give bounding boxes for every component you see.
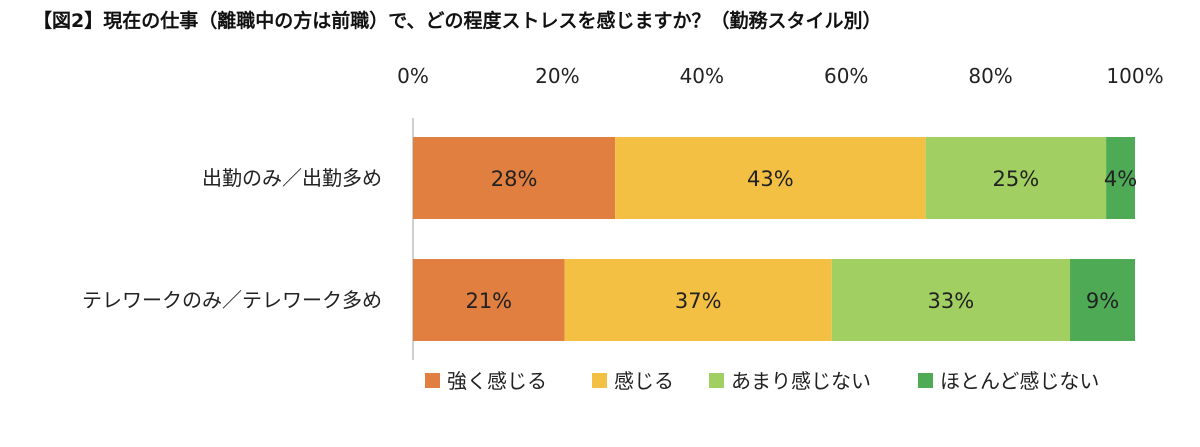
data-labels: 28% 43% 25% 4% 21% 37% 33% 9% <box>465 167 1137 313</box>
legend-label: 感じる <box>614 369 674 393</box>
legend: 強く感じる 感じる あまり感じない ほとんど感じない <box>425 369 1099 393</box>
chart-title: 【図2】現在の仕事（離職中の方は前職）で、どの程度ストレスを感じますか？（勤務ス… <box>33 10 882 32</box>
data-label: 21% <box>465 289 512 313</box>
data-label: 43% <box>747 167 794 191</box>
x-tick-label: 40% <box>680 64 724 88</box>
bar-segment <box>925 137 1107 219</box>
bar-segment <box>831 259 1071 341</box>
data-label: 9% <box>1086 289 1119 313</box>
data-label: 4% <box>1104 167 1137 191</box>
bar-segment <box>1070 259 1135 341</box>
x-tick-label: 100% <box>1106 64 1163 88</box>
bar-segment <box>413 259 565 341</box>
bar-segment <box>615 137 926 219</box>
x-tick-label: 0% <box>397 64 429 88</box>
legend-swatch <box>918 373 933 388</box>
bar-segment <box>564 259 832 341</box>
category-label: テレワークのみ／テレワーク多め <box>82 288 382 312</box>
legend-label: 強く感じる <box>447 369 547 393</box>
bar-segment <box>413 137 616 219</box>
x-tick-label: 20% <box>535 64 579 88</box>
legend-label: ほとんど感じない <box>940 369 1099 393</box>
x-tick-label: 80% <box>968 64 1012 88</box>
data-label: 25% <box>993 167 1040 191</box>
x-axis-ticks: 0% 20% 40% 60% 80% 100% <box>397 64 1163 88</box>
bar-segment <box>1106 137 1135 219</box>
category-label: 出勤のみ／出勤多め <box>202 166 382 190</box>
x-tick-label: 60% <box>824 64 868 88</box>
legend-swatch <box>425 373 440 388</box>
legend-swatch <box>709 373 724 388</box>
legend-swatch <box>592 373 607 388</box>
bar-segments <box>413 137 1135 341</box>
legend-label: あまり感じない <box>731 369 871 393</box>
data-label: 28% <box>491 167 538 191</box>
data-label: 33% <box>928 289 975 313</box>
data-label: 37% <box>675 289 722 313</box>
